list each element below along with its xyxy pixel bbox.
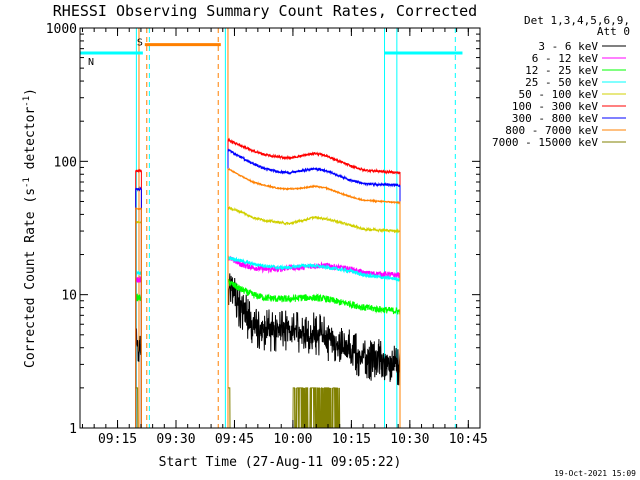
series-line — [135, 168, 142, 428]
series-line — [135, 219, 142, 428]
series-7000-15000keV — [135, 387, 400, 429]
y-tick-label: 1000 — [46, 22, 77, 37]
chart-title: RHESSI Observing Summary Count Rates, Co… — [53, 2, 477, 20]
legend-entry-label: 7000 - 15000 keV — [492, 136, 598, 149]
legend-entry-label: 25 - 50 keV — [525, 76, 598, 89]
series-line — [135, 269, 142, 428]
series-800-7000keV — [135, 167, 401, 428]
legend-entry-label: 800 - 7000 keV — [505, 124, 598, 137]
series-line — [227, 148, 401, 428]
legend-entry-label: 50 - 100 keV — [519, 88, 599, 101]
x-tick-label: 09:15 — [98, 432, 137, 447]
legend-entry-label: 3 - 6 keV — [538, 40, 598, 53]
legend-entry-label: 100 - 300 keV — [512, 100, 598, 113]
flag-label: S — [137, 38, 143, 49]
series-50-100keV — [135, 205, 401, 428]
x-tick-label: 10:00 — [273, 432, 312, 447]
series-line — [227, 167, 401, 428]
generation-timestamp: 19-Oct-2021 15:09 — [554, 469, 636, 478]
legend-header: Att 0 — [597, 25, 630, 38]
series-line — [227, 255, 401, 428]
y-tick-label: 10 — [61, 289, 77, 304]
marker-layer: SN — [80, 28, 463, 428]
series-layer — [135, 137, 401, 429]
x-tick-label: 10:30 — [390, 432, 429, 447]
series-3-6keV — [135, 273, 401, 428]
y-axis-label: Corrected Count Rate (s-1 detector-1) — [22, 88, 38, 368]
plot-frame — [79, 27, 481, 429]
legend-header: Det 1,3,4,5,6,9, — [524, 14, 630, 27]
series-line — [135, 275, 142, 428]
series-100-300keV — [135, 137, 401, 428]
legend-entry-label: 6 - 12 keV — [532, 52, 599, 65]
series-line — [227, 273, 401, 428]
x-tick-label: 09:45 — [215, 432, 254, 447]
plot-border — [79, 27, 481, 429]
y-tick-label: 1 — [69, 422, 77, 437]
series-line — [135, 293, 142, 428]
series-12-25keV — [135, 278, 401, 428]
series-6-12keV — [135, 255, 401, 428]
series-line — [227, 278, 401, 428]
x-tick-label: 10:45 — [449, 432, 488, 447]
series-line — [135, 207, 142, 428]
series-300-800keV — [135, 148, 401, 428]
flag-label: N — [88, 57, 94, 68]
tick-layer: 09:15 09:30 09:45 10:00 10:15 10:30 10:45 1 10 10… — [46, 22, 488, 447]
series-line — [228, 387, 400, 429]
series-line — [227, 256, 401, 428]
legend-entry-label: 300 - 800 keV — [512, 112, 598, 125]
x-tick-label: 09:30 — [156, 432, 195, 447]
x-tick-label: 10:15 — [332, 432, 371, 447]
series-25-50keV — [135, 256, 401, 428]
y-tick-label: 100 — [54, 155, 77, 170]
series-line — [135, 328, 142, 428]
x-axis-label: Start Time (27-Aug-11 09:05:22) — [159, 455, 402, 470]
series-line — [135, 186, 142, 428]
series-line — [227, 205, 401, 428]
legend-entry-label: 12 - 25 keV — [525, 64, 598, 77]
series-line — [227, 137, 401, 428]
